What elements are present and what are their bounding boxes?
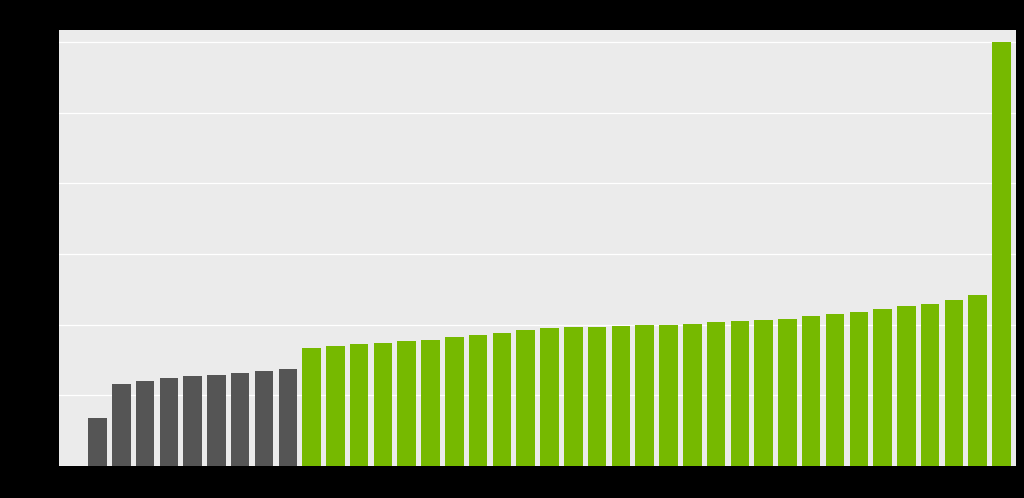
Bar: [88, 418, 106, 466]
Bar: [421, 340, 440, 466]
Bar: [969, 295, 987, 466]
Bar: [659, 325, 678, 466]
Bar: [516, 330, 535, 466]
Bar: [136, 381, 155, 466]
Bar: [302, 348, 321, 466]
Bar: [825, 314, 844, 466]
Bar: [207, 374, 225, 466]
Bar: [802, 317, 820, 466]
Bar: [350, 345, 369, 466]
Bar: [160, 378, 178, 466]
Bar: [541, 328, 559, 466]
Bar: [873, 309, 892, 466]
Bar: [778, 319, 797, 466]
Bar: [231, 373, 250, 466]
Bar: [755, 320, 773, 466]
Bar: [469, 335, 487, 466]
Bar: [921, 304, 939, 466]
Bar: [683, 324, 701, 466]
Bar: [397, 342, 416, 466]
Bar: [493, 333, 511, 466]
Bar: [730, 321, 750, 466]
Bar: [374, 343, 392, 466]
Bar: [564, 327, 583, 466]
Bar: [112, 384, 130, 466]
Bar: [183, 376, 202, 466]
Bar: [588, 327, 606, 466]
Bar: [992, 42, 1011, 466]
Bar: [255, 371, 273, 466]
Bar: [707, 322, 725, 466]
Bar: [897, 306, 915, 466]
Bar: [445, 338, 464, 466]
Bar: [945, 300, 964, 466]
Bar: [850, 312, 868, 466]
Bar: [279, 369, 297, 466]
Bar: [326, 346, 345, 466]
Bar: [611, 326, 630, 466]
Bar: [635, 325, 654, 466]
